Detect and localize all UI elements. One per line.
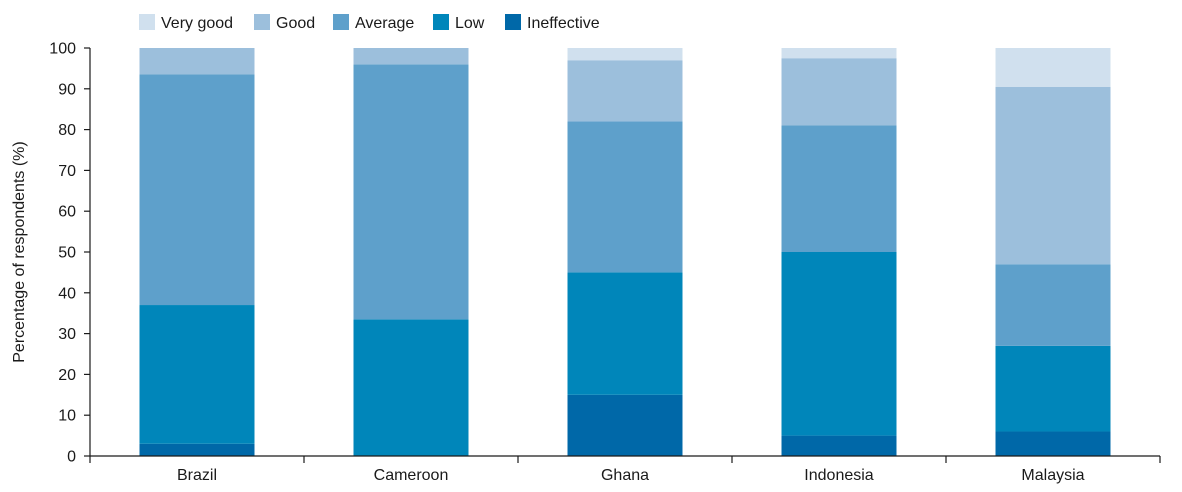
y-tick-label: 0	[67, 449, 76, 466]
bar-cameroon-low	[353, 319, 469, 456]
bar-indonesia-good	[781, 58, 897, 126]
x-axis: Brazil Cameroon Ghana Indonesia Malaysia	[89, 455, 1161, 484]
y-tick-label: 50	[58, 245, 76, 262]
bar-indonesia-average	[781, 125, 897, 252]
legend-label-very-good: Very good	[161, 15, 233, 32]
y-axis: 0 10 20 30 40 50 60 70 80 90 100	[49, 41, 91, 466]
y-tick-label: 60	[58, 204, 76, 221]
y-tick-label: 40	[58, 285, 76, 302]
bar-malaysia-average	[995, 264, 1111, 346]
bar-ghana-good	[567, 60, 683, 122]
y-tick-label: 70	[58, 163, 76, 180]
legend-label-ineffective: Ineffective	[527, 15, 600, 32]
bar-cameroon-average	[353, 64, 469, 320]
bar-ghana-low	[567, 272, 683, 395]
legend-label-average: Average	[355, 15, 414, 32]
x-tick-label: Indonesia	[804, 467, 873, 484]
bar-ghana-average	[567, 121, 683, 273]
bar-indonesia-ineffective	[781, 435, 897, 456]
bar-brazil-low	[139, 305, 255, 444]
bar-cameroon-good	[353, 48, 469, 65]
bar-brazil-good	[139, 48, 255, 75]
bar-indonesia-low	[781, 252, 897, 436]
x-tick-label: Cameroon	[374, 467, 449, 484]
legend-swatch-average	[333, 14, 349, 30]
legend-label-good: Good	[276, 15, 315, 32]
bars	[139, 48, 1111, 456]
y-tick-label: 100	[49, 41, 76, 58]
legend-swatch-ineffective	[505, 14, 521, 30]
bar-ghana-ineffective	[567, 394, 683, 456]
y-tick-label: 30	[58, 326, 76, 343]
bar-malaysia-ineffective	[995, 431, 1111, 456]
y-tick-label: 80	[58, 122, 76, 139]
y-tick-label: 90	[58, 81, 76, 98]
x-tick-label: Ghana	[601, 467, 649, 484]
bar-brazil-ineffective	[139, 443, 255, 456]
legend-label-low: Low	[455, 15, 485, 32]
bar-malaysia-good	[995, 86, 1111, 265]
legend-swatch-very-good	[139, 14, 155, 30]
bar-malaysia-very-good	[995, 48, 1111, 87]
y-tick-label: 20	[58, 367, 76, 384]
bar-indonesia-very-good	[781, 48, 897, 59]
legend-swatch-low	[433, 14, 449, 30]
y-tick-label: 10	[58, 408, 76, 425]
legend-swatch-good	[254, 14, 270, 30]
x-tick-label: Brazil	[177, 467, 217, 484]
bar-brazil-average	[139, 74, 255, 306]
bar-ghana-very-good	[567, 48, 683, 61]
x-tick-label: Malaysia	[1021, 467, 1084, 484]
y-axis-label: Percentage of respondents (%)	[11, 141, 28, 362]
legend: Very good Good Average Low Ineffective	[139, 14, 600, 32]
bar-malaysia-low	[995, 345, 1111, 432]
